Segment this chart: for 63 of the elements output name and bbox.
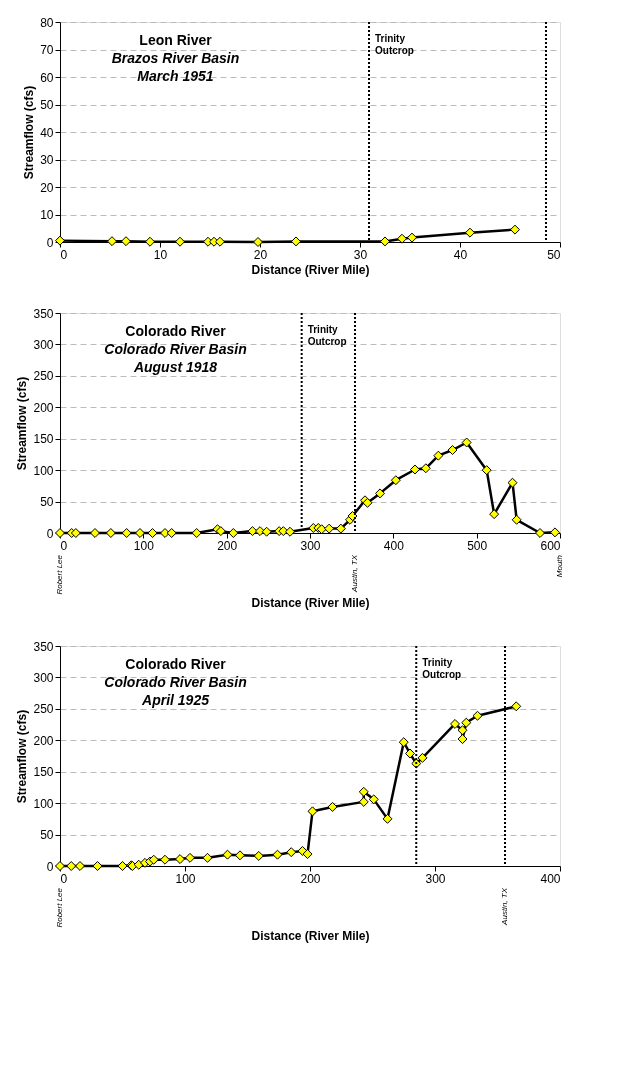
y-tick-label: 80 — [40, 15, 54, 30]
x-tick-label: 0 — [60, 871, 68, 886]
y-tick-label: 100 — [33, 796, 54, 811]
text: Colorado River — [125, 323, 227, 339]
ref-line-label: Trinity Outcrop — [307, 324, 347, 347]
x-tick-label: 300 — [425, 871, 446, 886]
x-axis-title: Distance (River Mile) — [251, 928, 370, 943]
y-tick-label: 30 — [40, 153, 54, 167]
y-tick-label: 300 — [33, 337, 54, 352]
x-tick-label: 400 — [383, 538, 405, 553]
x-tick-label: 600 — [540, 538, 561, 553]
x-tick-label: 40 — [453, 247, 468, 262]
x-tick-label: 0 — [60, 538, 68, 553]
text: Colorado River Basin April 1925 — [104, 674, 247, 708]
y-tick-label: 0 — [46, 526, 54, 541]
x-tick-label: 200 — [217, 538, 238, 553]
x-tick-label: 100 — [175, 871, 196, 886]
text: Robert Lee — [55, 554, 64, 595]
x-tick-label: 30 — [353, 247, 368, 262]
text: Austin, TX — [500, 887, 509, 926]
y-tick-label: 50 — [40, 828, 54, 843]
y-axis-title: Streamflow (cfs) — [15, 376, 30, 471]
x-tick-label: 100 — [133, 538, 155, 553]
x-tick-label: 20 — [253, 247, 268, 262]
y-tick-label: 100 — [33, 463, 54, 478]
text: Robert Lee — [55, 887, 64, 928]
x-tick-label: 200 — [300, 871, 321, 886]
text: Colorado River Basin August 1918 — [104, 341, 247, 375]
y-tick-label: 50 — [40, 495, 54, 510]
x-tick-label: 400 — [540, 871, 561, 886]
y-tick-label: 250 — [33, 369, 54, 384]
y-tick-label: 10 — [40, 208, 54, 222]
x-tick-label: 10 — [153, 247, 168, 262]
text: Colorado River — [125, 656, 227, 672]
y-tick-label: 70 — [40, 43, 54, 57]
x-axis-title: Distance (River Mile) — [251, 595, 370, 610]
x-tick-label: 50 — [547, 247, 561, 262]
y-tick-label: 350 — [33, 306, 54, 321]
x-tick-label: 500 — [467, 538, 488, 553]
text: Austin, TX — [350, 554, 359, 593]
y-tick-label: 20 — [40, 180, 54, 195]
x-axis-title: Distance (River Mile) — [251, 262, 370, 277]
text: Mouth — [555, 554, 564, 578]
y-tick-label: 50 — [40, 98, 54, 112]
y-tick-label: 0 — [46, 859, 54, 874]
y-tick-label: 350 — [33, 639, 54, 654]
y-tick-label: 150 — [33, 432, 54, 447]
y-axis-title: Streamflow (cfs) — [22, 85, 37, 180]
text: Brazos River Basin March 1951 — [111, 50, 240, 84]
y-tick-label: 60 — [40, 70, 54, 85]
text: Leon River — [139, 32, 213, 48]
y-tick-label: 250 — [33, 702, 54, 717]
y-tick-label: 40 — [40, 125, 54, 140]
x-tick-label: 300 — [300, 538, 321, 553]
ref-line-label: Trinity Outcrop — [422, 657, 462, 680]
y-tick-label: 150 — [33, 765, 54, 780]
y-tick-label: 300 — [33, 670, 54, 685]
x-tick-label: 0 — [60, 247, 68, 262]
y-tick-label: 200 — [33, 733, 54, 748]
y-tick-label: 200 — [33, 400, 54, 415]
y-axis-title: Streamflow (cfs) — [15, 709, 30, 804]
ref-line-label: Trinity Outcrop — [375, 33, 414, 56]
y-tick-label: 0 — [46, 235, 54, 250]
